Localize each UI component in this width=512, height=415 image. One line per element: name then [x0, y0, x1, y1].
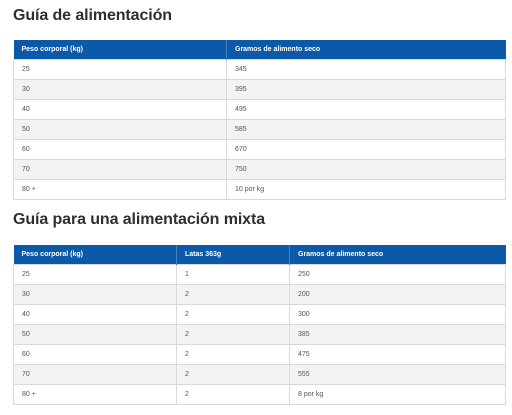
- cell-body-weight: 80 +: [13, 384, 177, 405]
- column-header-cans: Latas 363g: [176, 245, 290, 265]
- table-row: 70 2 555: [13, 364, 506, 385]
- cell-body-weight: 25: [13, 59, 227, 80]
- cell-body-weight: 50: [13, 324, 177, 345]
- cell-body-weight: 40: [13, 99, 227, 120]
- column-header-dry-food-grams: Gramos de alimento seco: [226, 40, 506, 60]
- cell-dry-food-grams: 395: [226, 79, 506, 100]
- table-row: 25 345: [13, 59, 506, 80]
- column-header-dry-food-grams: Gramos de alimento seco: [289, 245, 506, 265]
- cell-body-weight: 40: [13, 304, 177, 325]
- cell-dry-food-grams: 670: [226, 139, 506, 160]
- cell-cans: 2: [176, 324, 290, 345]
- cell-body-weight: 60: [13, 139, 227, 160]
- table-row: 60 670: [13, 139, 506, 160]
- table-row: 30 2 200: [13, 284, 506, 305]
- cell-dry-food-grams: 345: [226, 59, 506, 80]
- cell-dry-food-grams: 555: [289, 364, 506, 385]
- feeding-guide-title: Guía de alimentación: [13, 7, 172, 24]
- cell-dry-food-grams: 750: [226, 159, 506, 180]
- cell-body-weight: 80 +: [13, 179, 227, 200]
- cell-body-weight: 30: [13, 79, 227, 100]
- cell-body-weight: 70: [13, 159, 227, 180]
- table-row: 25 1 250: [13, 264, 506, 285]
- cell-dry-food-grams: 250: [289, 264, 506, 285]
- table-row: 40 2 300: [13, 304, 506, 325]
- table-row: 50 2 385: [13, 324, 506, 345]
- cell-dry-food-grams: 300: [289, 304, 506, 325]
- cell-cans: 2: [176, 284, 290, 305]
- cell-body-weight: 50: [13, 119, 227, 140]
- table-row: 80 + 10 por kg: [13, 179, 506, 200]
- cell-body-weight: 25: [13, 264, 177, 285]
- table-header-row: Peso corporal (kg) Gramos de alimento se…: [13, 40, 506, 60]
- cell-cans: 2: [176, 364, 290, 385]
- table-row: 50 585: [13, 119, 506, 140]
- mixed-feeding-guide-table: Peso corporal (kg) Latas 363g Gramos de …: [13, 245, 506, 405]
- cell-cans: 2: [176, 384, 290, 405]
- table-row: 80 + 2 8 por kg: [13, 384, 506, 405]
- mixed-feeding-guide-title: Guía para una alimentación mixta: [13, 211, 265, 228]
- cell-dry-food-grams: 200: [289, 284, 506, 305]
- cell-body-weight: 30: [13, 284, 177, 305]
- cell-dry-food-grams: 385: [289, 324, 506, 345]
- cell-dry-food-grams: 585: [226, 119, 506, 140]
- cell-dry-food-grams: 495: [226, 99, 506, 120]
- cell-body-weight: 60: [13, 344, 177, 365]
- table-row: 40 495: [13, 99, 506, 120]
- cell-dry-food-grams: 10 por kg: [226, 179, 506, 200]
- table-row: 70 750: [13, 159, 506, 180]
- cell-dry-food-grams: 475: [289, 344, 506, 365]
- cell-cans: 2: [176, 304, 290, 325]
- cell-cans: 1: [176, 264, 290, 285]
- table-header-row: Peso corporal (kg) Latas 363g Gramos de …: [13, 245, 506, 265]
- cell-body-weight: 70: [13, 364, 177, 385]
- cell-cans: 2: [176, 344, 290, 365]
- table-row: 60 2 475: [13, 344, 506, 365]
- column-header-body-weight: Peso corporal (kg): [13, 245, 177, 265]
- feeding-guide-table: Peso corporal (kg) Gramos de alimento se…: [13, 40, 506, 200]
- column-header-body-weight: Peso corporal (kg): [13, 40, 227, 60]
- cell-dry-food-grams: 8 por kg: [289, 384, 506, 405]
- table-row: 30 395: [13, 79, 506, 100]
